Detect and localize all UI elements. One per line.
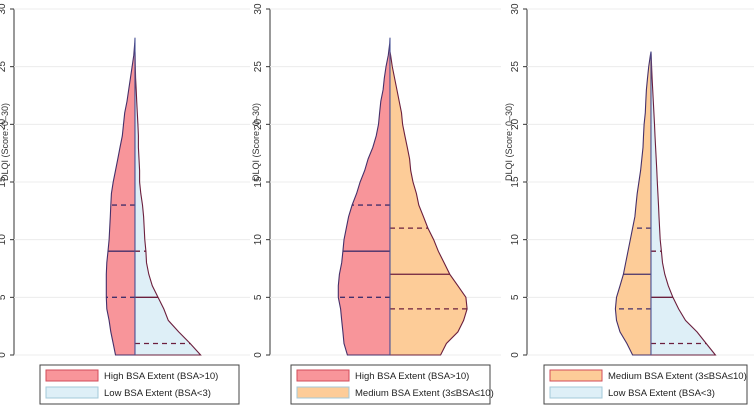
left-violin-half [337, 37, 391, 356]
right-violin-half [134, 51, 202, 356]
right-violin-half [650, 51, 717, 356]
y-tick-label: 5 [253, 294, 264, 300]
legend-swatch-right [296, 386, 350, 399]
y-tick-label: 20 [0, 118, 8, 130]
y-tick-label: 30 [253, 3, 264, 15]
legend-label-left: High BSA Extent (BSA>10) [355, 371, 469, 382]
legend-swatch-left [45, 369, 99, 382]
y-axis-label: DLQI (Score: 0–30) [0, 103, 10, 181]
y-tick-label: 20 [510, 118, 521, 130]
panel-2: 0 5 10 15 20 25 30 DLQI (Score: 0–30) High BSA E… [251, 3, 501, 405]
left-violin-half [105, 37, 136, 356]
y-tick-label: 0 [510, 352, 521, 358]
y-tick-label: 5 [510, 294, 521, 300]
y-tick-label: 10 [253, 234, 264, 246]
panel-1: 0 5 10 15 20 25 30 DLQI (Score: 0–30) High BSA E… [0, 3, 250, 405]
y-tick-label: 25 [510, 61, 521, 73]
legend-swatch-left [296, 369, 350, 382]
legend-label-left: High BSA Extent (BSA>10) [104, 371, 218, 382]
y-tick-label: 10 [0, 234, 8, 246]
legend-swatch-right [45, 386, 99, 399]
y-tick-label: 20 [253, 118, 264, 130]
legend-label-right: Medium BSA Extent (3≤BSA≤10) [355, 388, 494, 399]
y-tick-label: 15 [510, 176, 521, 188]
legend-label-right: Low BSA Extent (BSA<3) [608, 388, 715, 399]
y-tick-label: 30 [0, 3, 8, 15]
legend-swatch-left [549, 369, 603, 382]
panel-3: 0 5 10 15 20 25 30 DLQI (Score: 0–30) Medium BSA… [504, 3, 754, 405]
y-tick-label: 30 [510, 3, 521, 15]
y-tick-label: 0 [0, 352, 8, 358]
legend-label-left: Medium BSA Extent (3≤BSA≤10) [608, 371, 747, 382]
legend-label-right: Low BSA Extent (BSA<3) [104, 388, 211, 399]
right-violin-half [389, 51, 468, 356]
y-tick-label: 10 [510, 234, 521, 246]
y-axis-label: DLQI (Score: 0–30) [251, 103, 261, 181]
y-tick-label: 0 [253, 352, 264, 358]
y-tick-label: 25 [253, 61, 264, 73]
y-axis-label: DLQI (Score: 0–30) [504, 103, 514, 181]
y-tick-label: 15 [253, 176, 264, 188]
y-tick-label: 15 [0, 176, 8, 188]
left-violin-half [614, 51, 652, 356]
y-tick-label: 25 [0, 61, 8, 73]
y-tick-label: 5 [0, 294, 8, 300]
legend-swatch-right [549, 386, 603, 399]
